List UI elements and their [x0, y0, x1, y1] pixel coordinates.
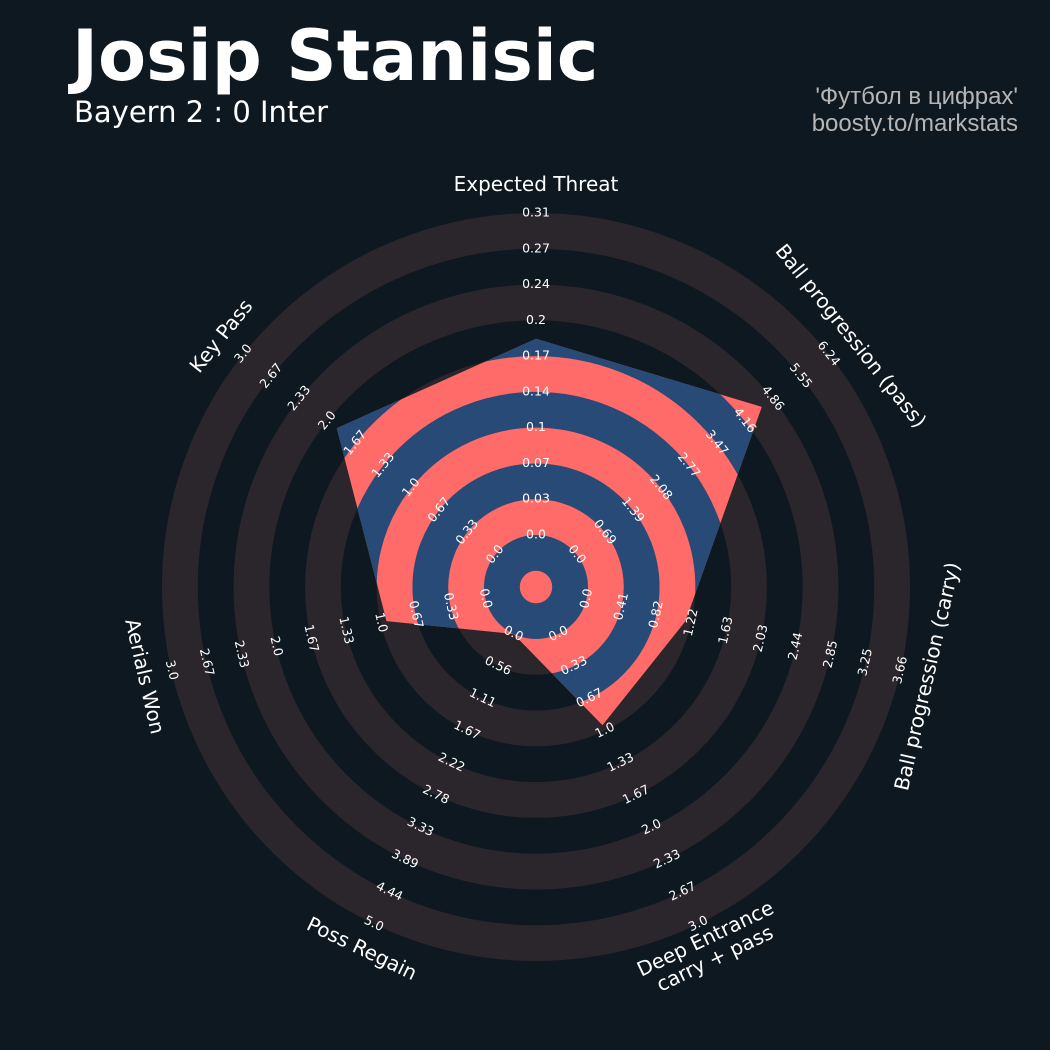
tick-label: 0.27: [522, 240, 550, 255]
tick-label: 1.22: [680, 607, 701, 637]
tick-label: 1.63: [715, 615, 736, 645]
tick-label: 2.85: [820, 639, 841, 669]
player-name-title: Josip Stanisic: [72, 15, 599, 97]
tick-label: 2.33: [232, 639, 253, 669]
tick-label: 0.24: [522, 276, 550, 291]
tick-label: 0.82: [645, 599, 666, 629]
tick-label: 2.0: [267, 635, 286, 658]
tick-label: 0.03: [522, 491, 550, 506]
tick-label: 0.2: [526, 312, 546, 327]
tick-label: 3.66: [889, 655, 910, 686]
tick-label: 0.07: [522, 455, 550, 470]
match-subtitle: Bayern 2 : 0 Inter: [74, 95, 329, 129]
grid-ring: [161, 212, 911, 962]
tick-label: 3.0: [163, 659, 182, 682]
tick-label: 0.0: [477, 587, 496, 610]
axis-label: Aerials Won: [121, 616, 171, 736]
tick-label: 3.25: [854, 647, 875, 677]
credit-line-2: boosty.to/markstats: [811, 110, 1018, 137]
tick-label: 0.31: [522, 205, 550, 220]
tick-label: 0.67: [406, 599, 427, 629]
tick-label: 2.67: [197, 647, 218, 677]
tick-label: 1.33: [336, 615, 357, 645]
credit-line-1: 'Футбол в цифрах': [815, 83, 1018, 110]
axis-label: Expected Threat: [454, 172, 619, 196]
tick-label: 0.17: [522, 348, 550, 363]
tick-label: 2.03: [750, 623, 771, 653]
tick-label: 0.41: [610, 591, 631, 621]
tick-label: 0.1: [526, 419, 546, 434]
tick-label: 2.44: [785, 631, 806, 662]
tick-label: 1.67: [301, 623, 322, 653]
tick-label: 1.0: [372, 611, 391, 634]
range-band: [483, 535, 589, 640]
grid-ring: [233, 284, 839, 890]
tick-label: 0.14: [522, 383, 550, 398]
tick-label: 0.33: [441, 591, 462, 621]
tick-label: 0.0: [576, 587, 595, 610]
tick-label: 0.0: [526, 527, 546, 542]
